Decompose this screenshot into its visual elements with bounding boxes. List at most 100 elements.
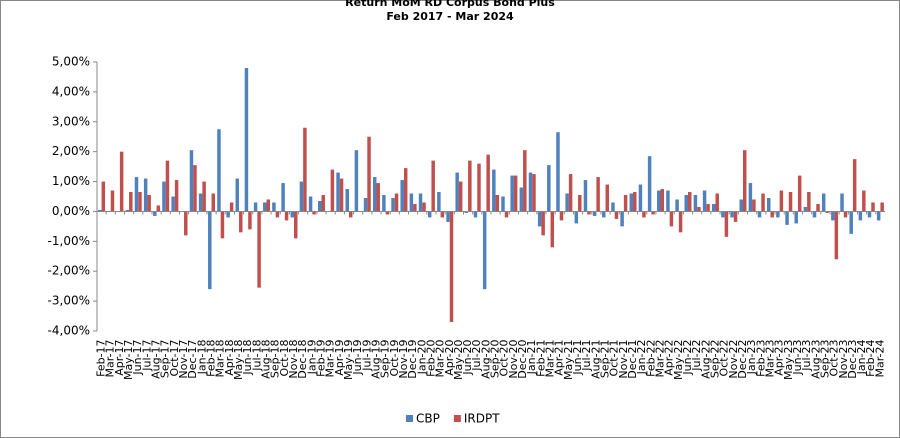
x-tick-label: Nov-17 xyxy=(177,339,190,378)
bar xyxy=(684,195,688,212)
y-tick-label: -4,00% xyxy=(48,324,90,338)
bar xyxy=(294,211,298,239)
bar xyxy=(418,193,423,212)
x-tick-label: Aug-23 xyxy=(809,339,822,378)
x-tick-label: Mar-24 xyxy=(873,339,886,377)
bar xyxy=(519,187,524,212)
bar xyxy=(239,211,243,233)
bar xyxy=(739,199,743,212)
bar xyxy=(794,211,798,224)
bar xyxy=(272,202,276,212)
x-tick-label: Mar-20 xyxy=(434,339,447,377)
x-tick-label: Jan-24 xyxy=(855,339,868,375)
x-tick-label: Apr-22 xyxy=(663,339,676,375)
x-tick-label: Apr-18 xyxy=(223,339,236,375)
bar xyxy=(651,211,655,215)
bar xyxy=(468,160,472,212)
x-tick-label: Jan-18 xyxy=(195,339,208,375)
bar xyxy=(464,211,469,213)
x-tick-label: Feb-18 xyxy=(205,339,218,376)
bar xyxy=(532,174,536,212)
x-tick-label: Mar-23 xyxy=(763,339,776,377)
bar xyxy=(550,211,555,248)
x-tick-label: Jan-20 xyxy=(415,339,428,375)
x-tick-label: Mar-18 xyxy=(214,339,227,377)
x-tick-label: Jan-19 xyxy=(305,339,318,375)
bar xyxy=(825,211,829,213)
x-tick-label: Dec-18 xyxy=(296,339,309,378)
bar xyxy=(208,211,212,290)
x-tick-label: Aug-21 xyxy=(589,339,602,378)
x-tick-label: Mar-19 xyxy=(324,339,337,377)
bar xyxy=(766,197,771,212)
bar xyxy=(816,203,820,212)
x-tick-label: Jul-22 xyxy=(690,339,703,371)
x-tick-label: Sep-23 xyxy=(818,339,831,378)
bar xyxy=(290,211,294,218)
bar xyxy=(422,202,426,212)
x-tick-label: Oct-20 xyxy=(498,339,511,376)
bar xyxy=(730,211,734,218)
bar xyxy=(752,199,756,212)
x-tick-label: May-19 xyxy=(342,339,355,380)
y-tick-label: -3,00% xyxy=(48,294,90,308)
x-tick-label: Feb-19 xyxy=(314,339,327,376)
bar xyxy=(779,190,784,212)
x-tick-label: Oct-21 xyxy=(608,339,621,376)
bar xyxy=(220,211,225,239)
bar xyxy=(394,193,399,212)
bar xyxy=(647,156,652,212)
bar xyxy=(385,211,390,215)
bar xyxy=(156,205,161,212)
bar xyxy=(143,178,148,212)
bar xyxy=(528,172,533,212)
y-tick-label: 5,00% xyxy=(52,55,90,69)
x-tick-label: Jun-23 xyxy=(791,339,804,375)
bar xyxy=(263,202,267,212)
bar xyxy=(812,211,817,218)
bar xyxy=(226,211,230,218)
bar xyxy=(165,160,170,212)
y-tick-label: 2,00% xyxy=(52,144,90,158)
x-tick-label: Aug-22 xyxy=(699,339,712,378)
bar xyxy=(501,196,505,212)
bar xyxy=(712,203,716,212)
bar xyxy=(376,183,380,212)
bar xyxy=(367,136,371,212)
bar xyxy=(458,181,463,212)
x-tick-label: Dec-22 xyxy=(736,339,749,378)
bar xyxy=(513,175,518,212)
bar xyxy=(202,181,206,212)
bar xyxy=(706,203,710,212)
bar xyxy=(473,211,478,218)
bar xyxy=(318,200,322,212)
bar xyxy=(602,211,606,218)
bar xyxy=(134,177,139,212)
x-tick-label: Oct-18 xyxy=(278,339,291,376)
x-tick-label: Jun-21 xyxy=(571,339,584,375)
bar xyxy=(229,202,234,212)
y-tick-label: 1,00% xyxy=(52,174,90,188)
bar xyxy=(688,192,692,212)
bar xyxy=(138,192,142,212)
bar xyxy=(101,181,106,212)
x-tick-label: Oct-22 xyxy=(718,339,731,376)
bar xyxy=(862,190,866,212)
bar xyxy=(669,211,674,227)
x-tick-label: May-20 xyxy=(452,339,465,380)
bar xyxy=(372,177,377,212)
x-tick-label: May-17 xyxy=(122,339,135,380)
bar xyxy=(492,169,496,212)
x-tick-label: May-23 xyxy=(782,339,795,380)
bar xyxy=(266,199,270,212)
x-tick-label: Jun-19 xyxy=(351,339,364,375)
bar xyxy=(807,192,811,212)
bar xyxy=(578,195,582,212)
x-tick-label: Aug-19 xyxy=(369,339,382,378)
legend-label: CBP xyxy=(416,412,440,426)
x-tick-label: Apr-19 xyxy=(333,339,346,375)
bar xyxy=(852,159,857,212)
x-tick-label: Feb-22 xyxy=(644,339,657,376)
x-tick-label: Dec-23 xyxy=(846,339,859,378)
y-tick-label: -2,00% xyxy=(48,264,90,278)
